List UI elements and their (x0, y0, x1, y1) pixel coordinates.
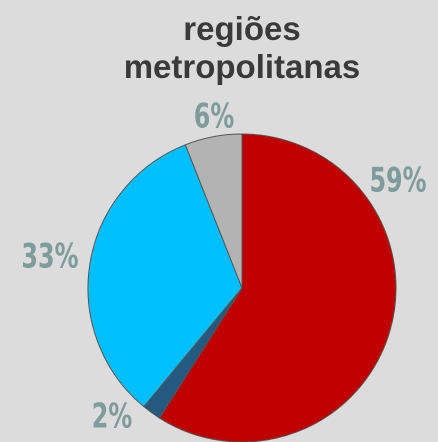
data-label: 33% (21, 237, 78, 276)
pie-slice (87, 144, 243, 408)
data-label: 59% (369, 161, 426, 200)
data-label: 6% (194, 97, 234, 136)
data-label: 2% (92, 397, 132, 436)
pie-slice (184, 133, 243, 289)
chart-title: regiões metropolitanas (123, 10, 361, 85)
